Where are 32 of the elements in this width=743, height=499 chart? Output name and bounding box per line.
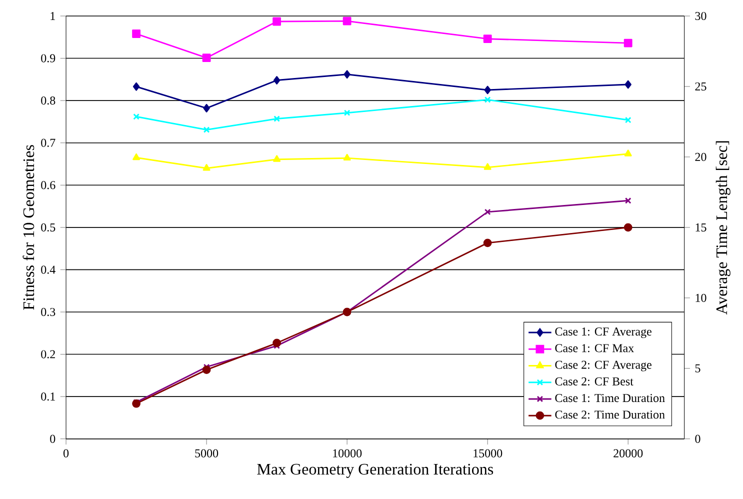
legend-label: Case 1: Time Duration [555,394,665,402]
x-axis-title: Max Geometry Generation Iterations [257,464,494,478]
y-tick-label: 0.5 [41,223,56,232]
y-axis-title: Fitness for 10 Geometries [22,145,34,310]
y-tick-label: 0.9 [41,54,56,62]
legend-label: Case 2: Time Duration [555,410,665,419]
y-tick-label: 0.6 [41,181,56,190]
y2-tick-label: 15 [696,223,706,232]
x-tick-label: 10000 [333,449,362,458]
x-tick-label: 0 [63,449,69,458]
y-tick-label: 0.7 [41,138,56,147]
legend-label: Case 1: CF Max [555,344,634,352]
y-tick-label: 0.8 [41,96,56,105]
x-tick-label: 15000 [474,449,502,458]
y2-tick-label: 5 [695,364,700,372]
y2-axis-title: Average Time Length [sec] [716,141,730,315]
y-tick-label: 0.1 [41,392,55,401]
y2-tick-label: 20 [695,152,706,162]
y2-tick-label: 25 [695,82,706,91]
x-tick-label: 20000 [614,449,643,458]
x-tick-label: 5000 [195,449,218,458]
y-tick-label: 0.3 [41,308,56,316]
y2-tick-label: 30 [695,12,706,20]
legend-label: Case 2: CF Best [555,377,634,386]
y-tick-label: 1 [50,12,55,20]
y2-tick-label: 10 [696,294,706,302]
legend-label: Case 1: CF Average [555,328,652,338]
y-tick-label: 0.4 [41,266,56,274]
legend-label: Case 2: CF Average [555,360,652,372]
y2-tick-label: 0 [695,434,700,443]
y-tick-label: 0 [50,434,56,443]
y-tick-label: 0.2 [41,350,55,358]
